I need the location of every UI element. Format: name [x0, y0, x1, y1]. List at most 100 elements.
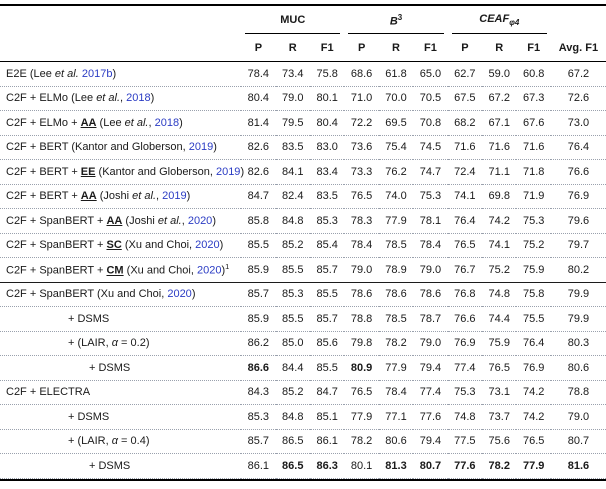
metric-value: 74.8 — [482, 282, 517, 307]
model-label: C2F + ELECTRA — [0, 380, 242, 405]
metric-value: 67.5 — [447, 86, 483, 111]
metric-value: 81.3 — [378, 453, 414, 479]
model-label: + DSMS — [0, 306, 242, 332]
label-text: C2F + BERT (Kantor and Globerson, — [6, 141, 189, 154]
metric-value: 83.0 — [309, 135, 345, 160]
metric-value: 70.5 — [413, 86, 448, 111]
metric-value: 80.4 — [309, 110, 345, 136]
avg-column-spacer — [551, 6, 606, 34]
model-label: E2E (Lee et al. 2017b) — [0, 61, 242, 87]
metric-value: 62.7 — [447, 61, 483, 87]
label-column-header — [0, 6, 241, 34]
citation-link[interactable]: 2020 — [167, 288, 192, 301]
metric-value: 61.8 — [378, 61, 414, 87]
label-text: C2F + BERT + — [6, 165, 81, 178]
metric-value: 80.6 — [378, 429, 414, 454]
metric-value: 71.9 — [516, 184, 551, 209]
metric-col-header-p: P — [344, 34, 379, 62]
table-row: E2E (Lee et al. 2017b) 78.4 73.4 75.8 68.6 61… — [0, 61, 606, 87]
label-text: C2F + BERT + — [6, 190, 81, 203]
metric-col-header-f1: F1 — [413, 34, 448, 62]
metric-value: 78.5 — [378, 233, 414, 258]
metric-value: 73.3 — [344, 159, 379, 185]
metric-value: 74.1 — [482, 233, 517, 258]
citation-link[interactable]: 2020 — [196, 265, 222, 278]
label-column-header — [0, 34, 242, 62]
table-row: C2F + ELMo + AA (Lee et al., 2018) 81.4 79… — [0, 110, 606, 136]
label-text: (Lee — [96, 116, 125, 129]
metric-value: 78.9 — [378, 257, 414, 283]
citation-link[interactable]: 2019 — [162, 190, 187, 203]
avg-f1-value: 73.0 — [550, 110, 606, 136]
metric-value: 72.4 — [447, 159, 483, 185]
citation-link[interactable]: 2019 — [188, 141, 214, 154]
table-row: + DSMS 86.1 86.5 86.3 80.1 81.3 80.7 77.6 78.2 77… — [0, 453, 606, 479]
avg-f1-value: 79.0 — [550, 404, 606, 430]
metric-value: 79.0 — [413, 257, 448, 283]
citation-link[interactable]: 2020 — [195, 239, 220, 252]
metric-value: 84.8 — [275, 404, 310, 430]
metric-value: 84.3 — [241, 380, 276, 405]
metric-value: 68.2 — [447, 110, 483, 136]
metric-value: 84.4 — [275, 355, 310, 381]
metric-value: 76.5 — [344, 184, 379, 209]
metric-value: 85.5 — [309, 355, 345, 381]
table-row: C2F + SpanBERT + SC (Xu and Choi, 2020) 8… — [0, 233, 606, 258]
metric-value: 76.4 — [516, 331, 551, 356]
metric-value: 71.1 — [482, 159, 517, 185]
avg-f1-value: 76.6 — [550, 159, 606, 185]
avg-f1-value: 79.6 — [550, 208, 606, 234]
avg-f1-value: 67.2 — [550, 61, 606, 87]
muc-label: MUC — [280, 14, 306, 26]
metric-value: 85.9 — [241, 306, 276, 332]
citation-link[interactable]: 2018 — [126, 92, 151, 105]
citation-link[interactable]: 2018 — [154, 116, 180, 129]
avg-f1-value: 76.9 — [550, 184, 606, 209]
metric-value: 76.9 — [516, 355, 551, 381]
table-row: C2F + ELECTRA 84.3 85.2 84.7 76.5 78.4 77.4 75.… — [0, 380, 606, 405]
metric-value: 84.8 — [275, 208, 310, 234]
table-row: + DSMS 86.6 84.4 85.5 80.9 77.9 79.4 77.4 76.5 76… — [0, 355, 606, 381]
metric-value: 85.5 — [309, 282, 345, 307]
metric-value: 70.0 — [378, 86, 414, 111]
label-text: C2F + SpanBERT + — [6, 214, 107, 227]
label-text: et al. — [124, 116, 149, 129]
b3-label: B — [389, 15, 398, 28]
model-label: + DSMS — [0, 453, 242, 479]
metric-value: 76.8 — [447, 282, 483, 307]
metric-value: 74.8 — [447, 404, 483, 430]
metric-value: 78.6 — [413, 282, 448, 307]
citation-link[interactable]: 2019 — [215, 165, 241, 178]
label-text: AA — [80, 190, 97, 203]
b3-superscript: 3 — [397, 12, 403, 22]
label-text: , — [120, 92, 127, 105]
label-text: SC — [106, 239, 122, 252]
metric-value: 71.6 — [482, 135, 517, 160]
avg-f1-value: 79.9 — [550, 282, 606, 307]
metric-value: 78.8 — [344, 306, 379, 332]
metric-value: 74.1 — [447, 184, 483, 209]
metric-value: 75.4 — [378, 135, 414, 160]
metric-value: 85.5 — [241, 233, 276, 258]
avg-f1-value: 80.3 — [550, 331, 606, 356]
results-table-body: E2E (Lee et al. 2017b) 78.4 73.4 75.8 68.6 61… — [0, 61, 606, 479]
avg-f1-value: 80.2 — [550, 257, 606, 283]
metric-value: 76.5 — [516, 429, 551, 454]
label-text: + (LAIR, — [68, 435, 112, 448]
metric-value: 85.7 — [309, 306, 345, 332]
metric-value: 75.8 — [516, 282, 551, 307]
metric-value: 85.2 — [275, 233, 310, 258]
metric-value: 74.2 — [516, 380, 551, 405]
metric-value: 75.6 — [482, 429, 517, 454]
citation-link[interactable]: 2020 — [187, 214, 213, 227]
citation-link[interactable]: 2017b — [81, 67, 113, 80]
metric-value: 78.4 — [378, 380, 414, 405]
metric-value: 83.5 — [309, 184, 345, 209]
table-row: + (LAIR, α = 0.2) 86.2 85.0 85.6 79.8 78.2 79.… — [0, 331, 606, 356]
model-label: C2F + ELMo (Lee et al., 2018) — [0, 86, 242, 111]
label-text: et al. — [157, 214, 182, 227]
label-text: C2F + ELMo + — [6, 116, 81, 129]
table-row: C2F + BERT + AA (Joshi et al., 2019) 84.7… — [0, 184, 606, 209]
metric-col-header-r: R — [482, 34, 517, 62]
label-text: = 0.4) — [118, 435, 150, 448]
